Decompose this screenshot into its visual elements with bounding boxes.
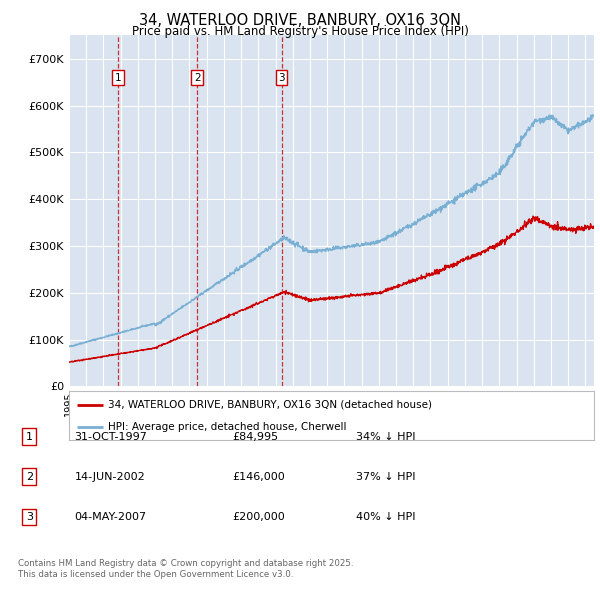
Text: 2: 2	[194, 73, 200, 83]
Text: 2: 2	[26, 472, 33, 481]
Text: 04-MAY-2007: 04-MAY-2007	[74, 512, 146, 522]
Text: 34, WATERLOO DRIVE, BANBURY, OX16 3QN (detached house): 34, WATERLOO DRIVE, BANBURY, OX16 3QN (d…	[109, 399, 433, 409]
Text: Price paid vs. HM Land Registry's House Price Index (HPI): Price paid vs. HM Land Registry's House …	[131, 25, 469, 38]
Text: Contains HM Land Registry data © Crown copyright and database right 2025.
This d: Contains HM Land Registry data © Crown c…	[18, 559, 353, 579]
Text: £146,000: £146,000	[232, 472, 285, 481]
Text: 31-OCT-1997: 31-OCT-1997	[74, 432, 147, 441]
Text: 37% ↓ HPI: 37% ↓ HPI	[356, 472, 416, 481]
Text: 1: 1	[26, 432, 33, 441]
Text: 3: 3	[278, 73, 285, 83]
Text: 3: 3	[26, 512, 33, 522]
Text: £200,000: £200,000	[232, 512, 285, 522]
Text: £84,995: £84,995	[232, 432, 278, 441]
Text: 34, WATERLOO DRIVE, BANBURY, OX16 3QN: 34, WATERLOO DRIVE, BANBURY, OX16 3QN	[139, 13, 461, 28]
Text: 14-JUN-2002: 14-JUN-2002	[74, 472, 145, 481]
Text: 40% ↓ HPI: 40% ↓ HPI	[356, 512, 416, 522]
Text: 34% ↓ HPI: 34% ↓ HPI	[356, 432, 416, 441]
Text: HPI: Average price, detached house, Cherwell: HPI: Average price, detached house, Cher…	[109, 422, 347, 432]
Text: 1: 1	[115, 73, 121, 83]
